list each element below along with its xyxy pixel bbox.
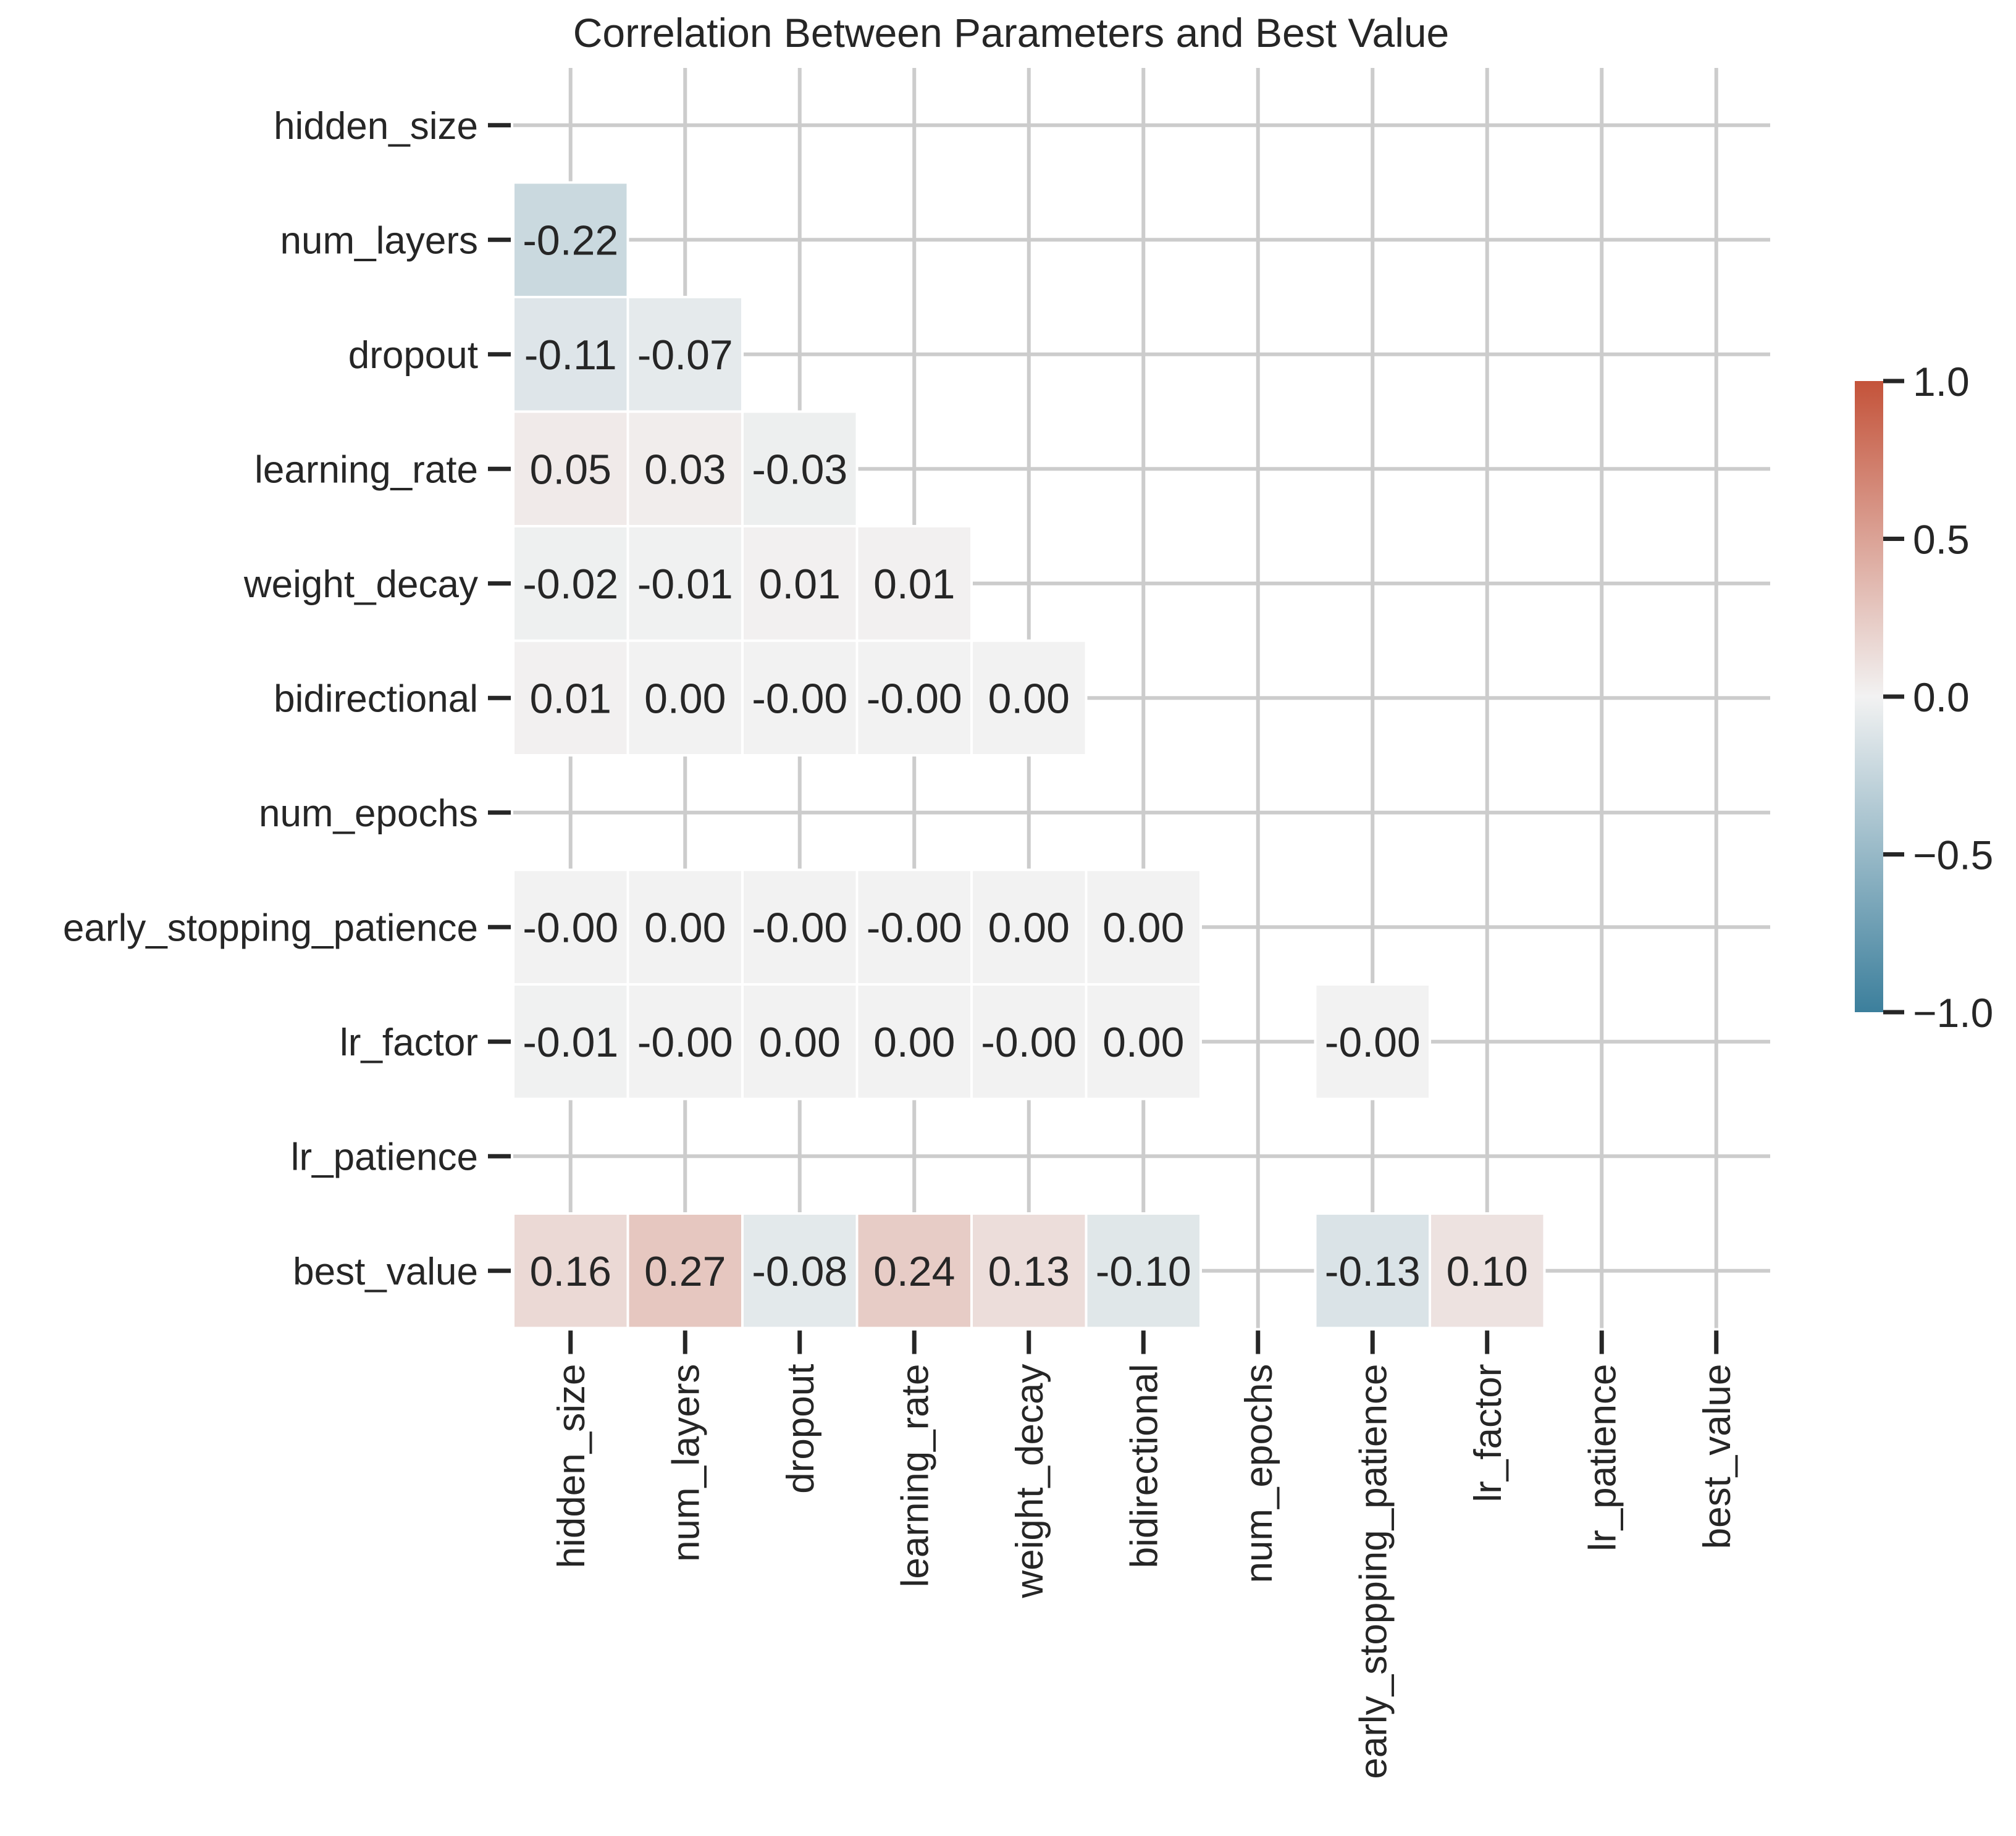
colorbar-gradient: [1855, 381, 1883, 1012]
heatmap-cell: [855, 525, 973, 642]
y-tick-label: num_epochs: [259, 792, 478, 835]
heatmap-cell: [1429, 1212, 1546, 1330]
cell-value-label: 0.13: [988, 1248, 1070, 1295]
heatmap-cell: [1085, 1212, 1202, 1330]
cell-value-label: -0.08: [752, 1248, 847, 1295]
x-tick-label: num_epochs: [1238, 1364, 1280, 1583]
y-tick-label: weight_decay: [243, 563, 478, 606]
heatmap-cell: [741, 983, 859, 1100]
cell-value-label: -0.00: [637, 1019, 733, 1066]
colorbar-tick-label: 0.5: [1913, 517, 1970, 563]
heatmap-cell: [741, 1212, 859, 1330]
cell-value-label: -0.00: [752, 675, 847, 722]
cell-value-label: 0.10: [1447, 1248, 1528, 1295]
heatmap-cell: [1085, 983, 1202, 1100]
cell-value-label: -0.03: [752, 446, 847, 493]
colorbar-tick-label: −1.0: [1913, 990, 1993, 1036]
heatmap-cell: [626, 410, 744, 527]
cell-value-label: -0.00: [867, 675, 962, 722]
heatmap-cell: [970, 868, 1088, 986]
x-tick-label: best_value: [1696, 1364, 1739, 1549]
cell-value-label: 0.27: [644, 1248, 726, 1295]
cell-value-label: -0.00: [523, 904, 618, 951]
x-tick-label: dropout: [779, 1364, 822, 1494]
heatmap-cell: [512, 868, 629, 986]
cell-value-label: 0.00: [644, 675, 726, 722]
cell-value-label: 0.01: [530, 675, 611, 722]
y-tick-label: bidirectional: [274, 677, 478, 720]
cell-value-label: -0.00: [752, 904, 847, 951]
y-tick-label: dropout: [348, 334, 478, 377]
cell-value-label: 0.01: [873, 561, 955, 608]
cell-value-label: 0.00: [873, 1019, 955, 1066]
colorbar: 1.0 0.5 0.0 −0.5 −1.0: [1855, 359, 1993, 1036]
heatmap-cell: [855, 1212, 973, 1330]
y-tick-label: hidden_size: [274, 105, 478, 148]
colorbar-tick-label: 1.0: [1913, 359, 1970, 405]
cell-value-label: 0.00: [988, 904, 1070, 951]
cell-value-label: -0.07: [637, 332, 733, 379]
x-tick-label: lr_factor: [1467, 1364, 1510, 1503]
cell-value-label: 0.01: [759, 561, 841, 608]
x-tick-label: early_stopping_patience: [1352, 1364, 1395, 1779]
y-tick-label: lr_patience: [291, 1136, 478, 1178]
y-tick-label: num_layers: [280, 219, 478, 262]
heatmap-cell: [626, 639, 744, 757]
heatmap-cell: [512, 983, 629, 1100]
y-tick-label: early_stopping_patience: [63, 907, 478, 949]
heatmap-cell: [626, 983, 744, 1100]
cell-value-label: 0.00: [1102, 1019, 1184, 1066]
x-tick-label: weight_decay: [1009, 1364, 1051, 1599]
cell-value-label: -0.00: [867, 904, 962, 951]
colorbar-tick-label: 0.0: [1913, 674, 1970, 720]
heatmap-cell: [855, 639, 973, 757]
cell-value-label: -0.10: [1096, 1248, 1191, 1295]
cell-value-label: -0.01: [637, 561, 733, 608]
heatmap-cell: [970, 983, 1088, 1100]
heatmap-cell: [512, 639, 629, 757]
heatmap-cells: -0.22 -0.11 -0.07 0.05 0.03 -0.03 -0.02 -0.01 0.…: [512, 181, 1546, 1330]
heatmap-cell: [855, 983, 973, 1100]
x-tick-label: learning_rate: [894, 1364, 936, 1588]
cell-value-label: -0.11: [524, 332, 617, 379]
x-axis: hidden_size num_layers dropout learning_rat…: [550, 1330, 1739, 1779]
chart-title: Correlation Between Parameters and Best …: [573, 10, 1450, 56]
heatmap-cell: [626, 1212, 744, 1330]
heatmap-cell: [512, 1212, 629, 1330]
heatmap-cell: [741, 868, 859, 986]
x-tick-label: hidden_size: [550, 1364, 593, 1569]
y-tick-label: learning_rate: [254, 448, 478, 491]
cell-value-label: 0.05: [530, 446, 611, 493]
cell-value-label: 0.00: [759, 1019, 841, 1066]
x-tick-label: num_layers: [665, 1364, 707, 1562]
heatmap-cell: [1314, 1212, 1431, 1330]
cell-value-label: -0.13: [1325, 1248, 1421, 1295]
cell-value-label: -0.02: [523, 561, 618, 608]
cell-value-label: -0.00: [981, 1019, 1077, 1066]
y-tick-label: lr_factor: [340, 1021, 478, 1064]
cell-value-label: 0.00: [644, 904, 726, 951]
colorbar-tick-label: −0.5: [1913, 832, 1993, 878]
heatmap-cell: [1314, 983, 1431, 1100]
x-tick-label: bidirectional: [1123, 1364, 1166, 1569]
cell-value-label: 0.24: [873, 1248, 955, 1295]
x-tick-label: lr_patience: [1581, 1364, 1624, 1551]
cell-value-label: -0.00: [1325, 1019, 1421, 1066]
heatmap-cell: [970, 639, 1088, 757]
cell-value-label: -0.01: [523, 1019, 618, 1066]
cell-value-label: 0.03: [644, 446, 726, 493]
cell-value-label: -0.22: [523, 217, 618, 264]
cell-value-label: 0.16: [530, 1248, 611, 1295]
heatmap-cell: [741, 410, 859, 527]
cell-value-label: 0.00: [1102, 904, 1184, 951]
cell-value-label: 0.00: [988, 675, 1070, 722]
heatmap-cell: [970, 1212, 1088, 1330]
y-tick-label: best_value: [293, 1251, 478, 1293]
